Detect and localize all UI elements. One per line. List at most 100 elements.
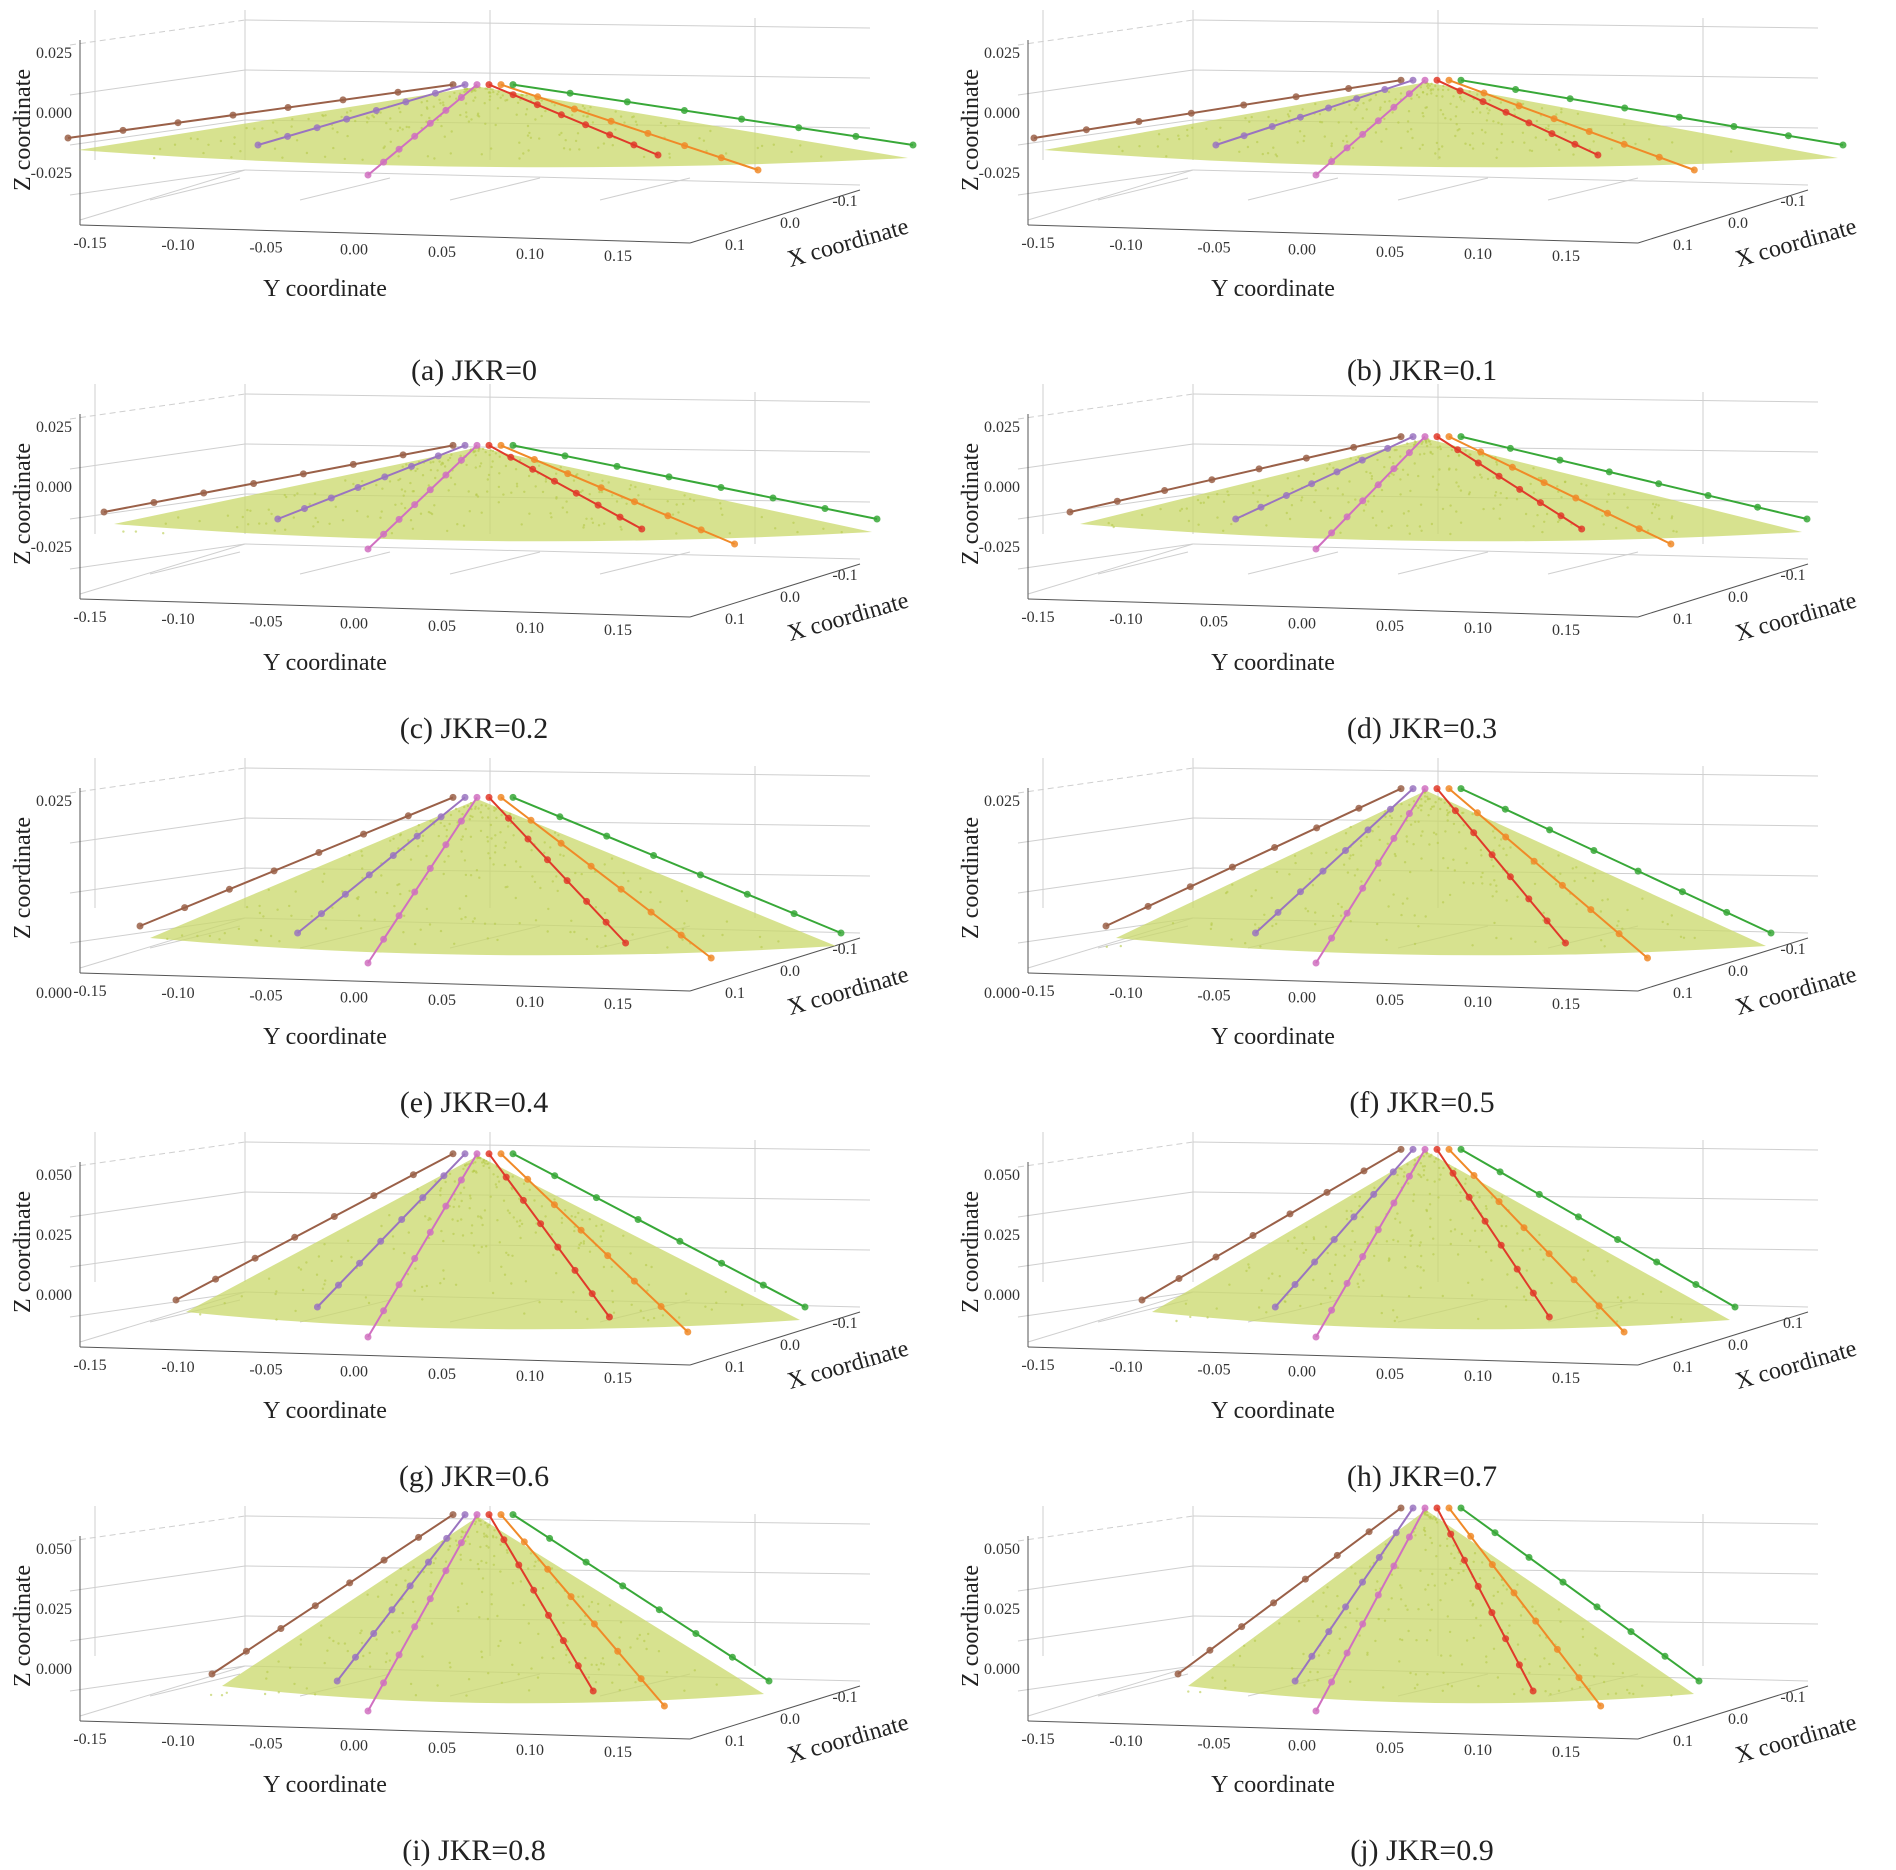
tracked-point — [1690, 166, 1698, 174]
tracked-point — [1575, 1674, 1583, 1682]
tracked-point — [664, 512, 672, 520]
tracked-point — [1470, 1172, 1478, 1179]
tracked-point — [616, 513, 624, 521]
tracked-point — [1312, 959, 1320, 967]
y-tick-label: -0.15 — [73, 609, 106, 626]
tracked-point — [274, 515, 282, 523]
y-tick-label: 0.05 — [428, 244, 456, 261]
tracked-point — [333, 1677, 341, 1685]
tracked-point — [1212, 141, 1220, 149]
tracked-line-1 — [211, 1513, 454, 1675]
particle-pile — [1080, 438, 1802, 542]
y-tick-label: 0.15 — [604, 1744, 632, 1761]
tracked-point — [696, 871, 704, 879]
y-tick-label: 0.15 — [1552, 1744, 1580, 1761]
tracked-point — [356, 1259, 364, 1267]
tracked-line-4 — [488, 1514, 595, 1692]
tracked-point — [738, 115, 746, 123]
tracked-line-5 — [500, 1153, 689, 1333]
tracked-point — [606, 131, 614, 139]
tracked-point — [590, 1620, 598, 1628]
tracked-point — [442, 1202, 450, 1210]
tracked-point — [1208, 476, 1216, 484]
tracked-point — [607, 117, 615, 125]
tracked-point — [1384, 444, 1392, 452]
tracked-point — [1175, 1275, 1183, 1282]
tracked-point — [380, 1556, 388, 1564]
tracked-point — [1359, 1578, 1366, 1586]
tracked-line-3 — [367, 1153, 478, 1338]
tracked-point — [566, 89, 574, 97]
tracked-point — [1328, 529, 1336, 537]
tracked-point — [1308, 480, 1316, 488]
tracked-point — [1353, 95, 1361, 103]
z-tick-label: 0.050 — [984, 1167, 1020, 1184]
z-axis-label: Z coordinate — [958, 443, 984, 565]
tracked-point — [395, 1281, 403, 1289]
tracked-point — [1529, 1687, 1537, 1695]
y-tick-label: 0.10 — [1464, 1368, 1492, 1385]
tracked-point — [509, 1511, 517, 1519]
tracked-point — [1409, 1145, 1417, 1153]
tracked-point — [1574, 1213, 1582, 1221]
tracked-point — [509, 81, 517, 89]
tracked-point — [1312, 545, 1320, 553]
tracked-line-4 — [1436, 1507, 1534, 1692]
tracked-point — [394, 88, 402, 96]
z-tick-label: 0.025 — [36, 793, 72, 810]
tracked-point — [1730, 123, 1738, 130]
tracked-point — [1342, 847, 1349, 854]
y-tick-label: 0.10 — [1464, 246, 1492, 263]
tracked-point — [457, 94, 465, 101]
y-tick-label: -0.15 — [73, 235, 106, 252]
subplot-a: 0.025 0.000 -0.025 -0.15 -0.10 -0.05 0.00 0.05 0… — [0, 0, 948, 387]
tracked-line-6 — [1460, 435, 1808, 520]
y-tick-label: 0.15 — [604, 622, 632, 639]
z-tick-label: 0.025 — [36, 1601, 72, 1618]
tracked-point — [1566, 95, 1574, 103]
tracked-point — [318, 910, 325, 918]
tracked-point — [1506, 444, 1514, 452]
tracked-point — [502, 1173, 510, 1181]
z-tick-label: -0.025 — [979, 539, 1020, 556]
tracked-point — [1449, 1169, 1457, 1177]
tracked-point — [1562, 939, 1569, 947]
tracked-line-4 — [488, 796, 627, 944]
z-tick-label: -0.025 — [31, 539, 72, 556]
y-tick-label: 0.10 — [516, 620, 544, 637]
x-tick-label: -0.1 — [832, 941, 857, 958]
particle-dots — [166, 802, 780, 949]
tracked-point — [473, 81, 481, 89]
tracked-point — [556, 813, 564, 821]
tracked-point — [754, 166, 762, 174]
tracked-point — [339, 96, 347, 104]
y-tick-label: -0.15 — [73, 983, 106, 1000]
tracked-line-4 — [1436, 787, 1567, 944]
tracked-point — [442, 841, 450, 849]
y-tick-label: 0.00 — [340, 1364, 368, 1381]
tracked-point — [909, 141, 917, 149]
tracked-point — [461, 793, 469, 801]
tracked-point — [619, 1582, 627, 1590]
tracked-point — [1585, 128, 1593, 135]
tracked-point — [1390, 465, 1398, 473]
tracked-point — [1525, 895, 1533, 903]
tracked-point — [534, 93, 542, 101]
tracked-point — [1374, 1591, 1382, 1599]
tracked-point — [1550, 115, 1558, 123]
tracked-point — [507, 453, 515, 461]
tracked-point — [1620, 1328, 1628, 1336]
subplot-d: 0.025 0.000 -0.025 -0.15 -0.10 0.05 0.00 0.05 0.… — [948, 374, 1896, 748]
tracked-point — [681, 142, 689, 150]
tracked-point — [208, 1670, 216, 1678]
tracked-point — [583, 897, 591, 905]
y-tick-label: -0.15 — [1021, 983, 1054, 1000]
tracked-point — [352, 1653, 359, 1661]
y-tick-label: -0.10 — [161, 237, 194, 254]
x-tick-label: 0.1 — [725, 611, 745, 628]
tracked-point — [597, 484, 605, 492]
tracked-point — [1667, 540, 1675, 548]
tracked-point — [1467, 1532, 1475, 1540]
z-tick-label: 0.000 — [36, 1287, 72, 1304]
tracked-point — [497, 1511, 505, 1519]
